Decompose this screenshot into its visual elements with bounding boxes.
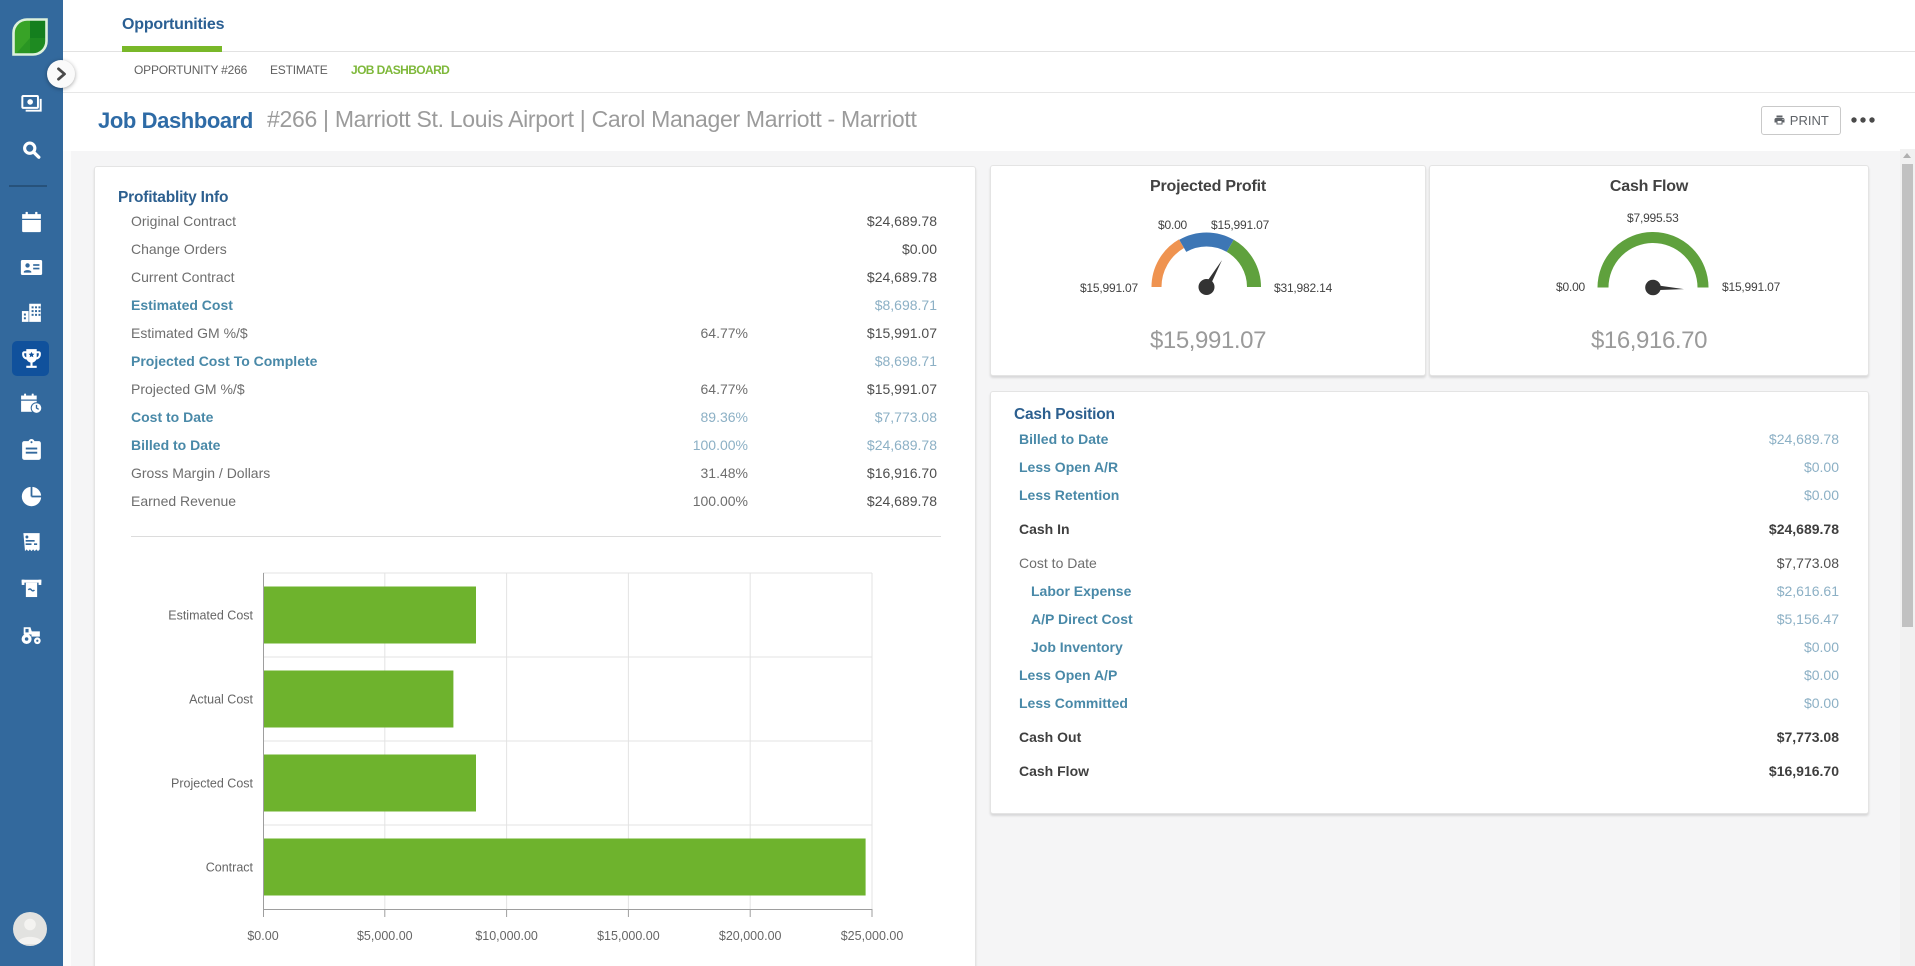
svg-text:Estimated Cost: Estimated Cost (168, 609, 253, 623)
svg-text:$5,000.00: $5,000.00 (357, 929, 413, 943)
svg-text:$25,000.00: $25,000.00 (841, 929, 904, 943)
svg-text:Projected Cost: Projected Cost (171, 777, 254, 791)
svg-text:$0.00: $0.00 (247, 929, 278, 943)
svg-text:$20,000.00: $20,000.00 (719, 929, 782, 943)
svg-text:Contract: Contract (206, 861, 254, 875)
svg-text:Actual Cost: Actual Cost (189, 693, 253, 707)
svg-text:$10,000.00: $10,000.00 (475, 929, 538, 943)
svg-text:$15,000.00: $15,000.00 (597, 929, 660, 943)
